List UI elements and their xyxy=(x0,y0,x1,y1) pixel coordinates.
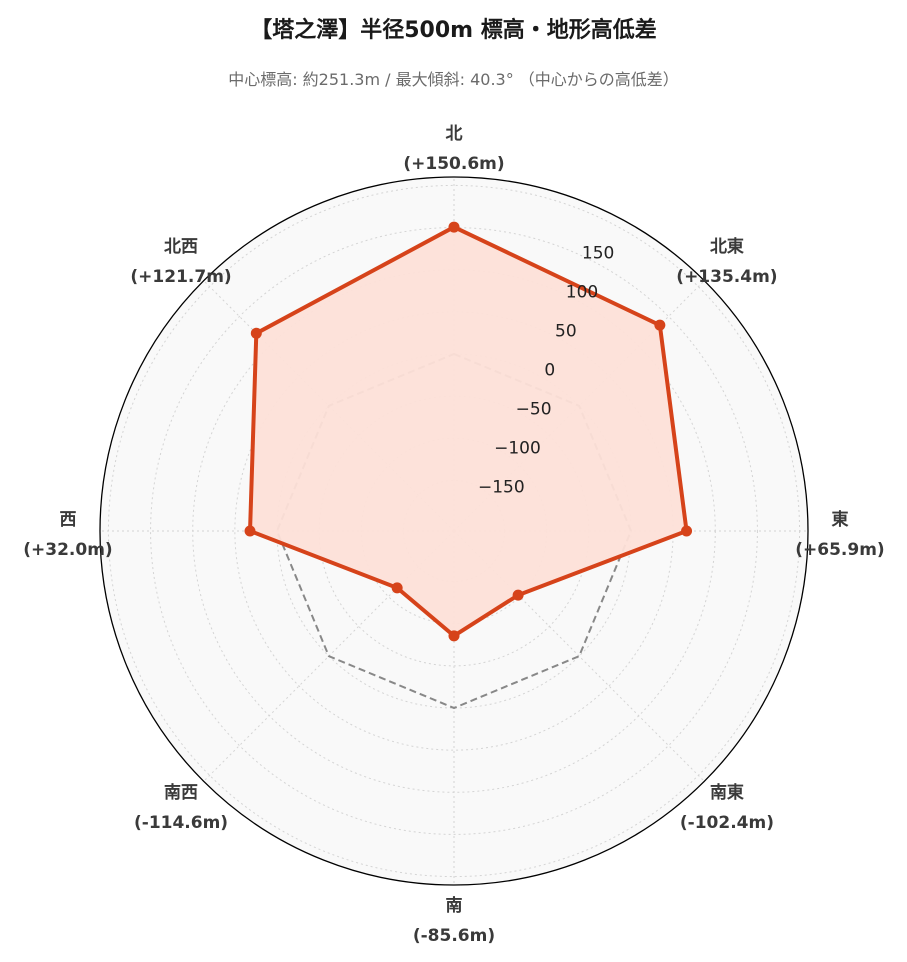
chart-subtitle: 中心標高: 約251.3m / 最大傾斜: 40.3° （中心からの高低差） xyxy=(228,70,679,89)
r-tick-label: −150 xyxy=(478,477,525,497)
direction-label: 南東 xyxy=(710,782,744,803)
r-tick-label: 50 xyxy=(555,322,577,342)
direction-label: 北 xyxy=(446,124,463,144)
direction-value-label: (-114.6m) xyxy=(134,813,228,833)
direction-value-label: (+135.4m) xyxy=(676,267,777,287)
direction-label: 東 xyxy=(832,509,849,530)
direction-value-label: (+65.9m) xyxy=(795,540,884,560)
r-tick-label: 100 xyxy=(566,283,598,303)
data-point xyxy=(448,221,460,233)
data-point xyxy=(244,525,256,537)
direction-label: 南西 xyxy=(164,782,198,803)
direction-value-label: (+32.0m) xyxy=(23,540,112,560)
direction-label: 北東 xyxy=(710,236,744,257)
r-tick-label: −100 xyxy=(494,438,541,458)
direction-label: 西 xyxy=(60,510,77,530)
chart-title: 【塔之澤】半径500m 標高・地形高低差 xyxy=(250,18,657,43)
direction-label: 南 xyxy=(446,895,463,916)
data-point xyxy=(681,525,693,537)
data-point xyxy=(448,630,460,642)
grid-spoke xyxy=(453,530,705,782)
direction-value-label: (-85.6m) xyxy=(413,926,495,946)
direction-value-label: (+121.7m) xyxy=(130,267,231,287)
r-tick-label: 0 xyxy=(544,360,555,380)
data-point xyxy=(391,582,403,594)
data-point xyxy=(654,319,666,331)
r-tick-label: 150 xyxy=(582,244,614,264)
direction-value-label: (-102.4m) xyxy=(680,813,774,833)
direction-value-label: (+150.6m) xyxy=(403,154,504,174)
data-point xyxy=(512,589,524,601)
r-tick-label: −50 xyxy=(516,399,552,419)
data-point xyxy=(250,327,262,339)
grid-circle xyxy=(150,227,758,835)
direction-label: 北西 xyxy=(164,237,198,257)
outer-ring xyxy=(99,176,809,886)
